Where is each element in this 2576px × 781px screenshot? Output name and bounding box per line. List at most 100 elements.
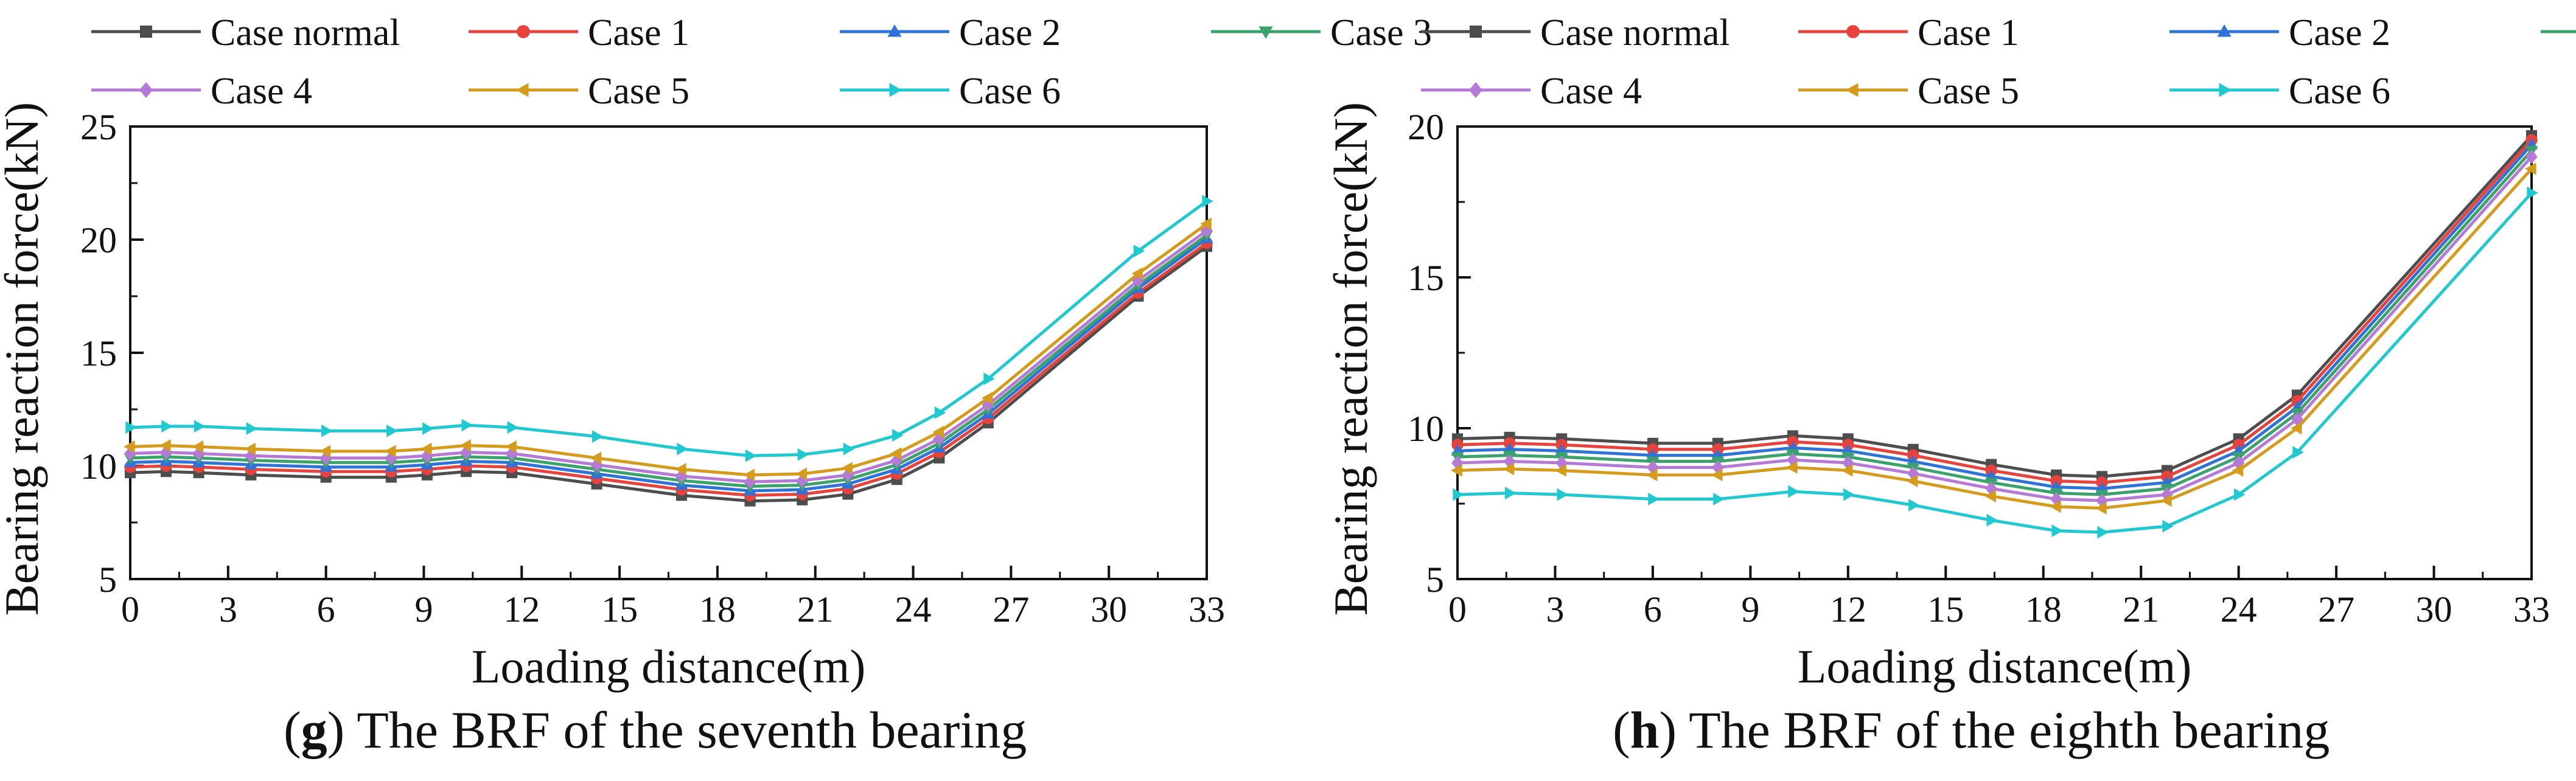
caption-g-text: The BRF of the seventh bearing [357,701,1027,759]
data-point [1453,488,1464,501]
data-point [1133,245,1145,257]
x-tick-label: 27 [993,589,1029,630]
data-point [461,418,473,432]
plot-frame [1456,125,2533,580]
legend-item: Case 4 [1421,71,1642,112]
data-point [124,440,135,453]
x-tick-label: 21 [2123,589,2159,630]
data-point [592,430,604,443]
series-line [130,237,1208,493]
data-point [321,424,333,437]
legend-label: Case 4 [1540,71,1642,112]
y-tick-label: 5 [1426,560,1444,600]
y-tick-label: 15 [80,333,117,373]
data-point [1841,464,1853,477]
x-tick-label: 18 [699,589,736,630]
data-point [2527,186,2538,200]
legend-label: Case 3 [1330,12,1432,54]
y-axis-title: Bearing reaction force(kN) [1324,102,1377,616]
legend-marker [517,25,530,38]
legend-marker [2219,83,2232,97]
data-point [841,462,853,475]
legend: Case normal Case 1 Case 2 Case 3 Case 4 Case … [91,12,1432,112]
data-point [1711,468,1723,482]
legend-item: Case 3 [2541,30,2576,33]
data-point [161,420,173,433]
data-point [2160,494,2172,507]
data-point [1555,464,1566,477]
legend-label: Case 1 [588,12,689,54]
x-tick-label: 27 [2318,589,2354,630]
data-point [2050,500,2061,513]
x-tick-label: 21 [797,589,834,630]
data-point [244,442,256,456]
data-point [160,445,172,460]
x-tick-label: 33 [1189,589,1225,630]
legend-item: Case 3 [1211,12,1432,54]
legend-item: Case 1 [469,12,689,54]
x-tick-label: 12 [1830,589,1866,630]
data-point [1131,267,1143,280]
data-point [1200,217,1212,231]
data-point [1786,461,1798,474]
data-point [890,447,902,460]
legend-label: Case 6 [959,71,1061,112]
data-point [505,440,517,453]
series-line [130,229,1208,484]
legend-marker [1846,25,1860,38]
data-point [2232,464,2244,477]
series-case-6 [1453,186,2538,539]
data-point [982,397,994,412]
y-tick-label: 10 [80,446,117,487]
data-point [795,467,807,481]
series-line [130,200,1208,457]
legend-item: Case 5 [469,71,689,112]
series-line [1457,139,2533,484]
x-tick-label: 33 [2513,589,2550,630]
data-point [422,422,434,435]
legend-marker [1258,26,1273,39]
data-point [1841,456,1854,470]
data-point [1648,493,1660,505]
x-tick-label: 24 [895,589,932,630]
plot-frame [129,125,1208,580]
y-tick-label: 20 [80,220,117,260]
x-tick-label: 6 [317,589,335,630]
legend-label: Case 6 [2289,71,2390,112]
y-tick-label: 5 [99,560,117,600]
legend-marker [2217,24,2232,37]
data-point [1557,488,1568,501]
data-point [507,421,518,434]
chart-panel-h: 0 3 6 9 12 15 18 21 24 27 30 33 5 10 15 20 Loading dista… [1324,12,2576,693]
series-case-4 [1451,149,2538,508]
legend-item: Case normal [91,12,400,54]
data-point [1713,493,1725,505]
x-tick-label: 18 [2025,589,2062,630]
data-point [2097,526,2109,539]
data-point [2292,446,2304,459]
y-tick-label: 20 [1408,107,1444,147]
legend-label: Case 2 [2289,12,2390,54]
legend-marker [1470,26,1482,38]
x-axis-title: Loading distance(m) [472,640,866,693]
x-tick-label: 3 [1546,589,1564,630]
data-point [1906,474,1918,488]
caption-h: (h) The BRF of the eighth bearing [1613,701,2330,759]
chart-panel-g: 0 3 6 9 12 15 18 21 24 27 30 33 5 10 15 20 25 Loading dis… [0,12,1432,693]
legend-label: Case 1 [1918,12,2019,54]
data-point [2291,422,2302,435]
series-line [130,222,1208,477]
data-point [460,445,473,460]
x-tick-label: 9 [1741,589,1759,630]
legend-label: Case 5 [1918,71,2019,112]
legend-item: Case 1 [1798,12,2019,54]
data-point [194,420,206,433]
series-line [1457,134,2533,478]
legend-marker [516,83,529,97]
data-point [1907,466,1919,481]
data-point [590,451,602,465]
data-point [2233,488,2246,501]
series-case-normal [1452,130,2537,482]
legend-label: Case normal [211,12,400,54]
